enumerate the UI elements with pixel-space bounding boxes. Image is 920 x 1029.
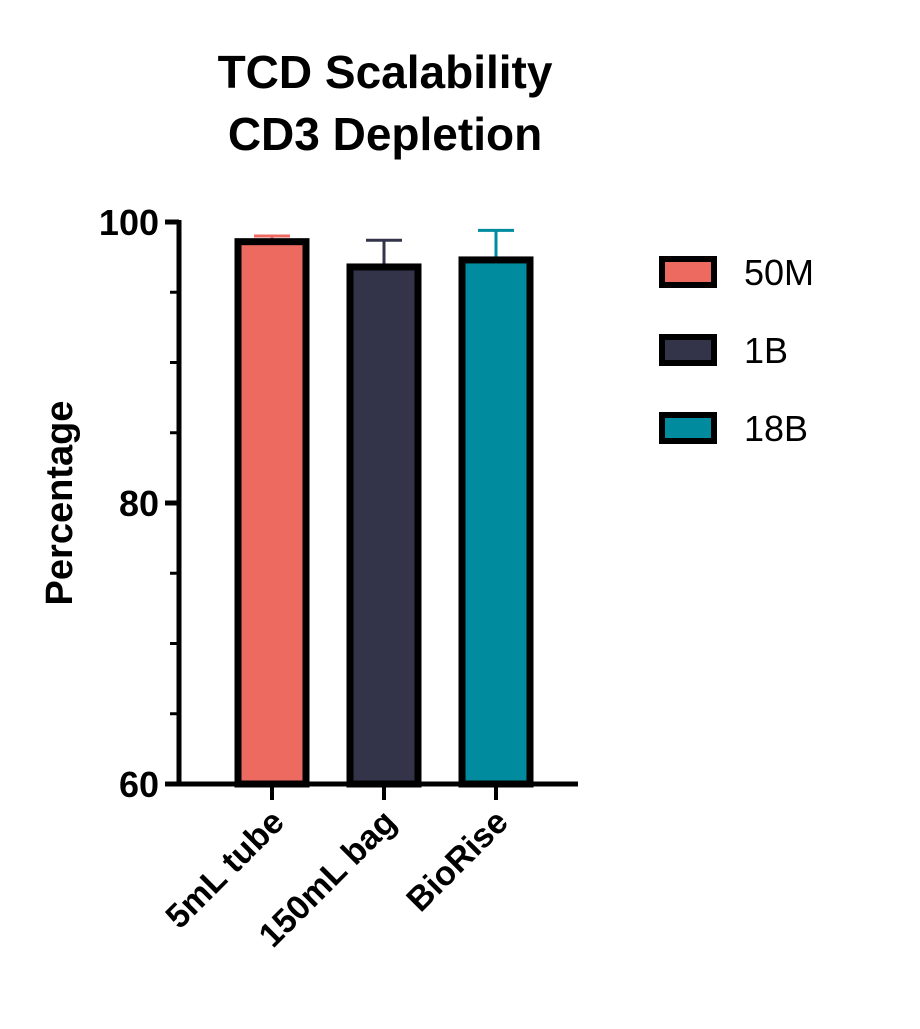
chart-title-line-1: TCD Scalability	[218, 46, 553, 98]
bar	[458, 256, 534, 788]
bar	[234, 238, 310, 788]
x-tick-label: BioRise	[399, 803, 515, 919]
legend-label: 1B	[744, 330, 788, 371]
y-tick-label: 60	[119, 764, 159, 805]
chart-title-line-2: CD3 Depletion	[228, 108, 542, 160]
y-tick-label: 80	[119, 483, 159, 524]
y-axis-label: Percentage	[39, 401, 81, 606]
y-tick-label: 100	[99, 202, 159, 243]
legend-swatch	[659, 256, 717, 288]
legend-label: 50M	[744, 252, 814, 293]
legend-swatch	[659, 334, 717, 366]
legend-swatch	[659, 412, 717, 444]
bar	[346, 263, 422, 788]
legend-label: 18B	[744, 408, 808, 449]
